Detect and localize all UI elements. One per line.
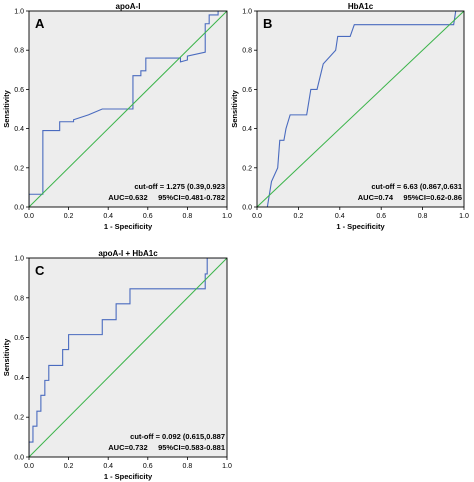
y-tick-label: 0.0 [14,205,24,212]
y-tick-label: 0.2 [14,165,24,172]
x-tick-label: 0.2 [64,463,74,470]
roc-panel-b: 0.0 0.2 0.4 0.6 0.8 1.0 0.0 0.2 0.4 0.6 0.8 1.0 HbA1… [230,2,469,231]
x-tick-label: 0.6 [143,213,153,220]
x-tick-label: 0.0 [24,213,34,220]
x-tick-label: 0.6 [143,463,153,470]
panel-title: HbA1c [348,2,374,11]
y-tick-label: 0.6 [242,87,252,94]
cutoff-annotation: cut-off = 6.63 (0.867,0.631 [371,182,462,191]
plot-frame [256,10,465,208]
panel-title: apoA-I + HbA1c [98,249,158,258]
plot-frame [28,257,228,458]
y-tick-label: 0.6 [14,87,24,94]
cutoff-annotation: cut-off = 1.275 (0.39,0.923 [134,182,225,191]
x-tick-label: 0.8 [183,463,193,470]
y-tick-label: 0.2 [242,165,252,172]
panel-letter: A [35,16,45,31]
auc-annotation: AUC=0.74 95%CI=0.62-0.86 [358,193,462,202]
roc-curve-line [29,11,227,207]
y-tick-label: 0.4 [14,375,24,382]
x-tick-label: 0.2 [64,213,74,220]
x-tick-label: 0.6 [376,213,386,220]
y-tick-label: 0.8 [14,295,24,302]
panel-letter: B [263,16,272,31]
y-tick-label: 1.0 [14,256,24,263]
auc-annotation: AUC=0.632 95%CI=0.481-0.782 [108,193,225,202]
y-tick-label: 1.0 [14,9,24,16]
cutoff-annotation: cut-off = 0.092 (0.615,0.887 [130,432,225,441]
y-tick-label: 0.2 [14,415,24,422]
y-axis-label: Sensitivity [2,89,11,127]
reference-diagonal-line [29,258,227,457]
panel-title: apoA-I [116,2,141,11]
roc-curve-line [29,258,227,457]
x-tick-label: 1.0 [222,463,232,470]
x-tick-label: 0.4 [103,213,113,220]
y-tick-label: 0.0 [14,455,24,462]
y-tick-label: 0.8 [242,48,252,55]
x-tick-label: 0.2 [294,213,304,220]
y-tick-label: 0.0 [242,205,252,212]
panel-letter: C [35,263,45,278]
x-tick-label: 0.8 [183,213,193,220]
x-tick-label: 0.4 [335,213,345,220]
plot-frame [28,10,228,208]
x-tick-label: 0.4 [103,463,113,470]
roc-curve-line [266,11,464,207]
y-tick-label: 0.4 [242,126,252,133]
y-tick-label: 1.0 [242,9,252,16]
x-tick-label: 1.0 [222,213,232,220]
x-axis-label: 1 - Specificity [104,222,153,231]
x-axis-label: 1 - Specificity [104,472,153,481]
x-axis-label: 1 - Specificity [336,222,385,231]
reference-diagonal-line [29,11,227,207]
y-tick-label: 0.8 [14,48,24,55]
x-tick-label: 0.0 [24,463,34,470]
y-tick-label: 0.4 [14,126,24,133]
x-tick-label: 0.8 [418,213,428,220]
auc-annotation: AUC=0.732 95%CI=0.583-0.881 [108,443,225,452]
y-tick-label: 0.6 [14,335,24,342]
x-tick-label: 0.0 [252,213,262,220]
roc-panel-a: 0.0 0.2 0.4 0.6 0.8 1.0 0.0 0.2 0.4 0.6 0.8 1.0 apoA… [2,2,232,231]
reference-diagonal-line [257,11,464,207]
y-axis-label: Sensitivity [2,338,11,376]
y-axis-label: Sensitivity [230,89,239,127]
roc-panel-c: 0.0 0.2 0.4 0.6 0.8 1.0 0.0 0.2 0.4 0.6 0.8 1.0 apoA… [2,249,232,481]
x-tick-label: 1.0 [459,213,469,220]
